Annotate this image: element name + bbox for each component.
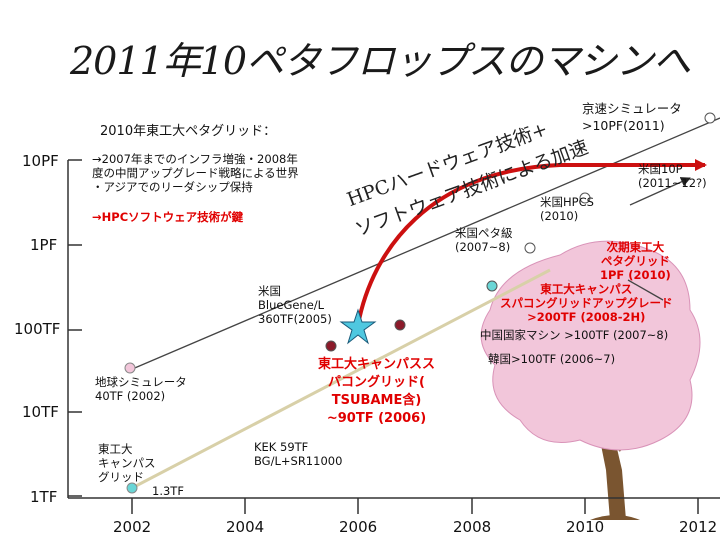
tree-root — [590, 515, 640, 520]
x-label-2010: 2010 — [566, 518, 605, 536]
acceleration-arrow — [356, 159, 707, 326]
label-bluegene: 米国 BlueGene/L 360TF(2005) — [258, 284, 332, 326]
y-label-1tf: 1TF — [30, 488, 58, 506]
x-label-2002: 2002 — [113, 518, 152, 536]
label-tokyo-campus: 東工大 キャンパス グリッド — [98, 442, 156, 484]
label-korea: 韓国>100TF (2006~7) — [488, 352, 616, 366]
data-markers — [124, 112, 716, 494]
marker-earth-simulator — [124, 362, 136, 374]
y-label-100tf: 100TF — [14, 320, 61, 338]
y-label-10tf: 10TF — [22, 403, 59, 421]
marker-star-2006 — [339, 308, 377, 345]
next-titech-arrow — [627, 279, 664, 301]
label-us-hpcs: 米国HPCS (2010) — [540, 195, 594, 223]
x-label-2012: 2012 — [679, 518, 718, 536]
titech-trend-line — [131, 268, 551, 490]
summary-heading: 2010年東工大ペタグリッド： — [100, 124, 277, 139]
x-label-2006: 2006 — [339, 518, 378, 536]
label-campus-upgrade: 東工大キャンパス スパコングリッドアップグレード >200TF (2008-2H… — [500, 282, 673, 324]
label-1-3tf: 1.3TF — [152, 484, 184, 498]
marker-tokyo-campus — [126, 482, 138, 494]
x-label-2008: 2008 — [453, 518, 492, 536]
marker-china — [394, 319, 406, 331]
y-label-1pf: 1PF — [30, 236, 58, 254]
label-us-peta: 米国ペタ級 (2007~8) — [455, 226, 513, 254]
marker-tsubame — [325, 340, 337, 352]
label-us10p: 米国10P (2011~12?) — [638, 162, 707, 190]
label-china: 中国国家マシン >100TF (2007~8) — [480, 328, 669, 342]
marker-us-hpcs — [579, 192, 591, 204]
marker-campus-upgrade — [486, 280, 498, 292]
y-label-10pf: 10PF — [22, 152, 59, 170]
tree-trunk — [600, 440, 626, 520]
label-tsubame: 東工大キャンパスス パコングリッド( TSUBAME含) ~90TF (2006… — [318, 357, 436, 426]
summary-body: →2007年までのインフラ増強・2008年 度の中間アップグレード戦略による世界… — [92, 152, 299, 194]
summary-highlight: →HPCソフトウェア技術が鍵 — [92, 210, 244, 224]
label-kek: KEK 59TF BG/L+SR11000 — [254, 440, 343, 468]
label-fast-sim: 京速シミュレータ >10PF(2011) — [582, 101, 682, 133]
top-trend-line — [129, 117, 720, 371]
cherry-blossom-illustration — [480, 240, 701, 520]
marker-us-peta — [524, 242, 536, 254]
x-axis-ticks — [131, 498, 699, 514]
marker-fast-sim — [704, 112, 716, 124]
label-next-titech: 次期東工大 ペタグリッド 1PF (2010) — [600, 240, 671, 282]
label-earth-sim: 地球シミュレータ 40TF (2002) — [95, 375, 187, 403]
slide-title: 2011年10ペタフロップスのマシンへ — [70, 39, 691, 83]
tree-blossom-canopy — [480, 240, 701, 451]
us10p-arrow — [629, 177, 691, 206]
x-label-2004: 2004 — [226, 518, 265, 536]
y-axis-ticks — [68, 159, 82, 497]
